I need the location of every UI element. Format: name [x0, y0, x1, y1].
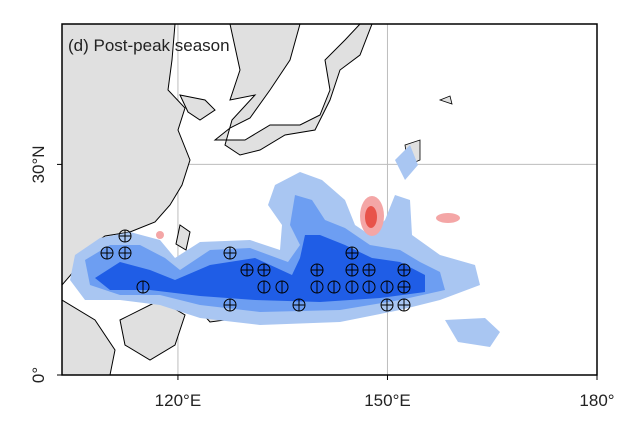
korea — [179, 94, 216, 121]
red-region — [365, 206, 377, 228]
japan — [213, 24, 373, 156]
significance-markers — [100, 229, 411, 312]
malay — [62, 299, 116, 375]
map-layers — [62, 24, 597, 375]
x-tick-label: 150°E — [364, 391, 411, 410]
pink-region — [436, 213, 460, 223]
x-tick-label: 180° — [579, 391, 614, 410]
y-tick-label: 30°N — [29, 145, 48, 183]
panel-title: (d) Post-peak season — [68, 36, 230, 55]
pink-region — [156, 231, 164, 239]
y-tick-label: 0° — [29, 367, 48, 383]
taiwan — [175, 224, 191, 251]
dark-blue-region — [95, 235, 425, 302]
plot-frame — [61, 23, 598, 376]
x-tick-label: 120°E — [155, 391, 202, 410]
light-blue-region — [395, 145, 500, 347]
